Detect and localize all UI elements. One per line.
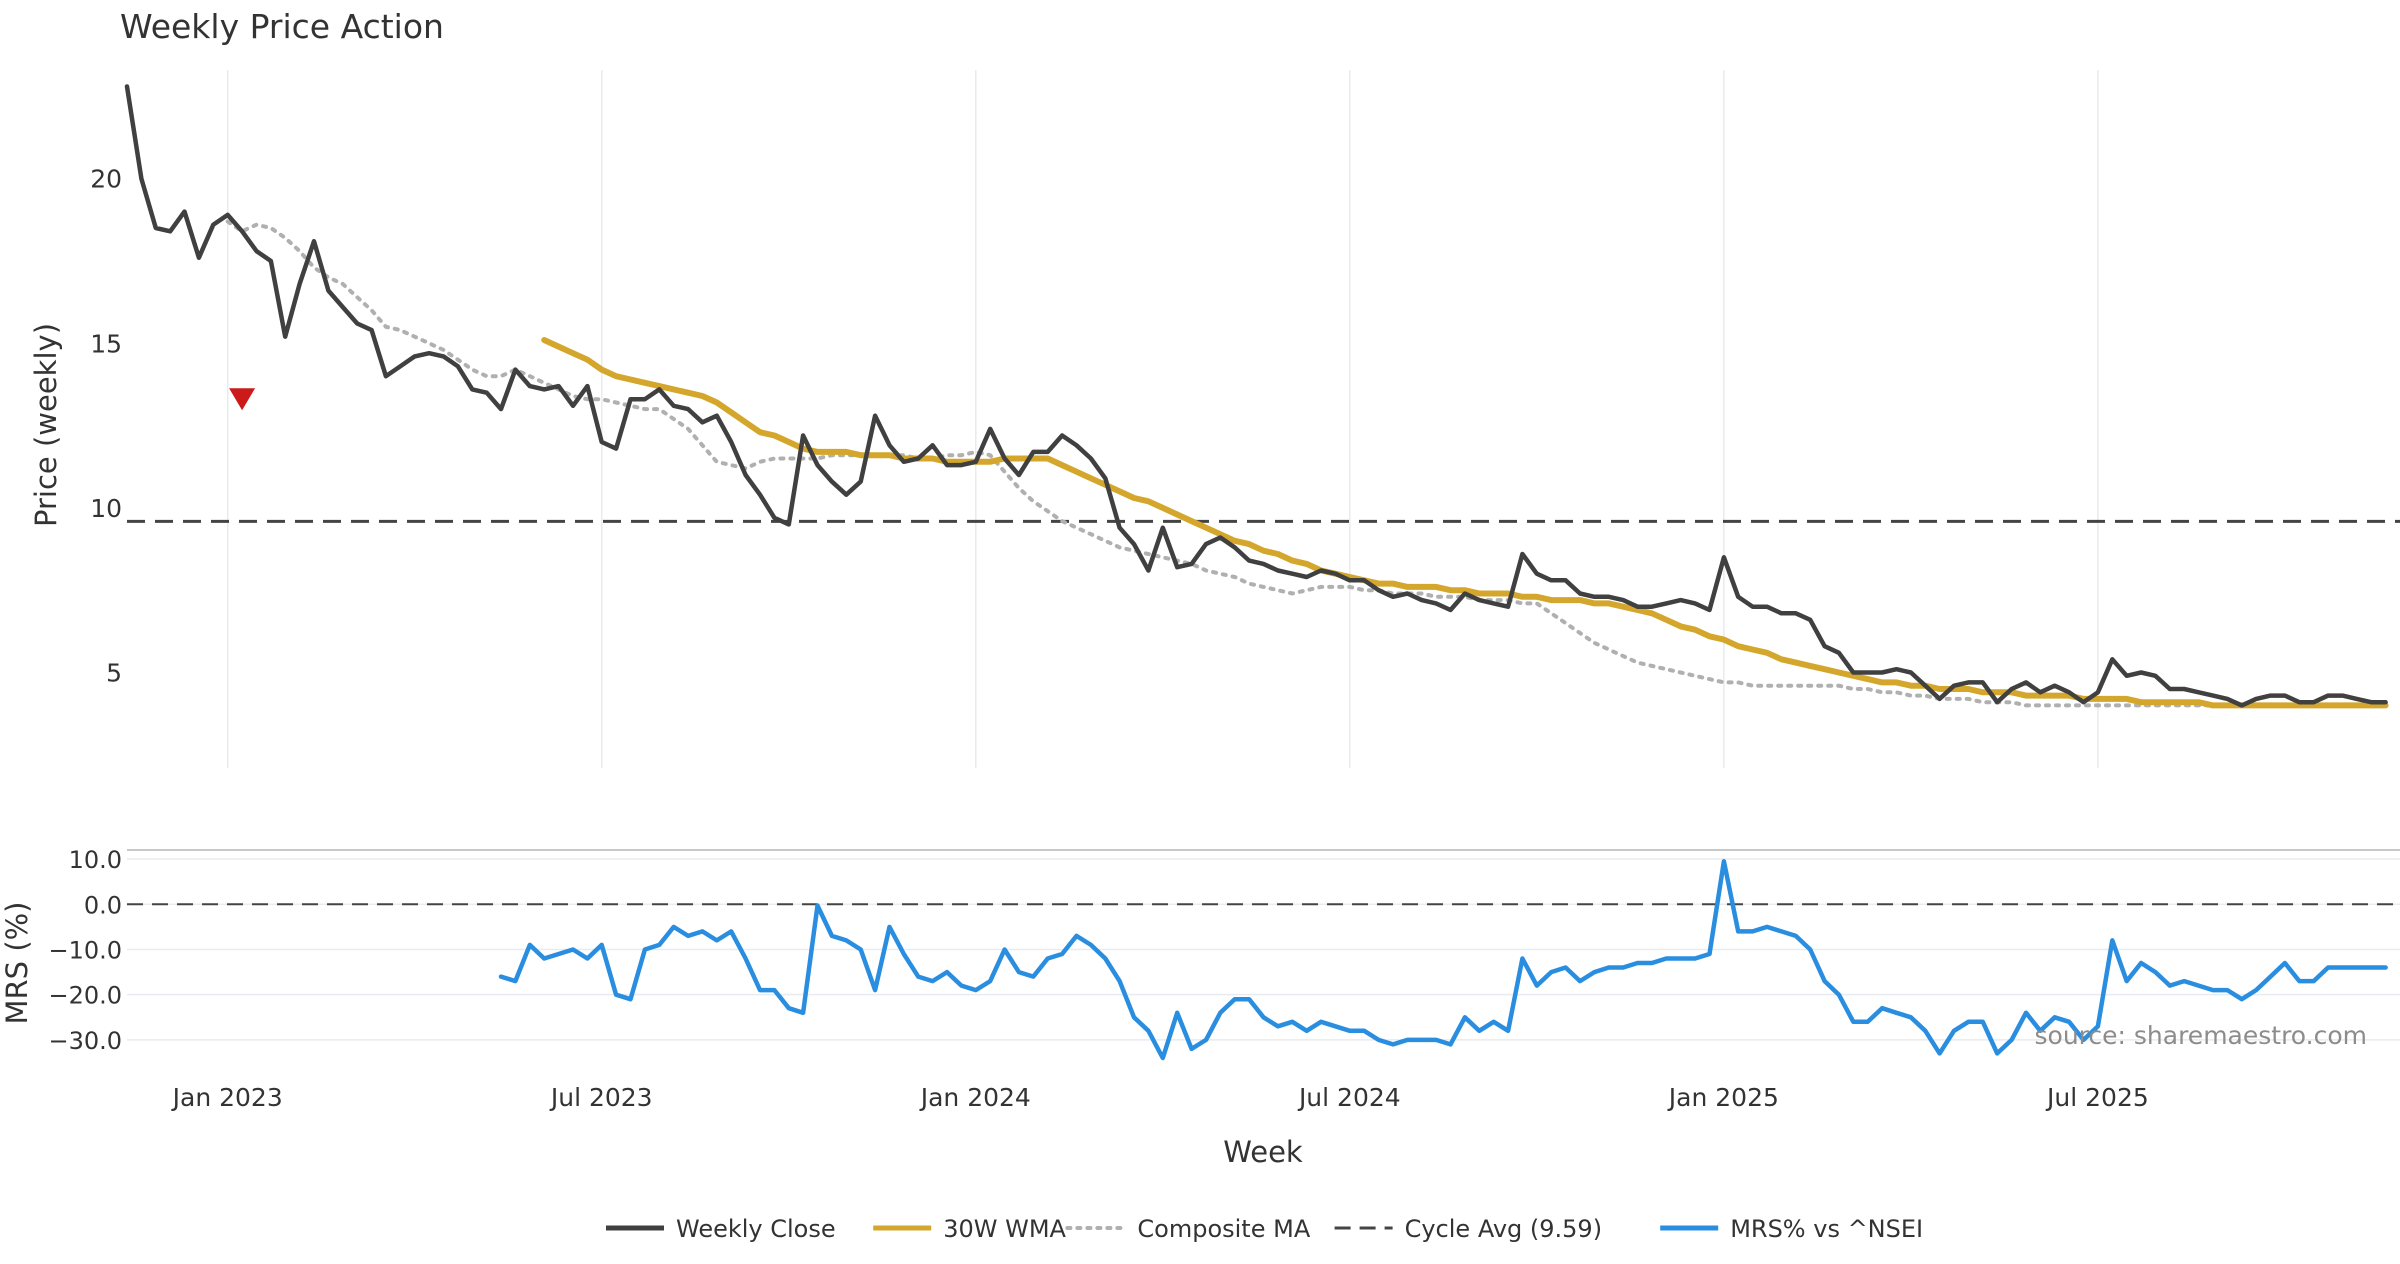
mrs-y-tick-label: −30.0 [48,1027,122,1055]
mrs-y-tick-label: 0.0 [84,891,122,919]
chart-title: Weekly Price Action [120,7,444,46]
source-note: source: sharemaestro.com [2035,1021,2368,1050]
x-tick-label: Jan 2024 [919,1083,1031,1112]
legend-item: MRS% vs ^NSEI [1660,1215,1923,1243]
legend-label: Composite MA [1137,1215,1310,1243]
legend: Weekly Close 30W WMA Composite MA Cycle Avg… [606,1215,1923,1243]
x-axis-label: Week [1223,1135,1303,1169]
legend-label: Weekly Close [676,1215,836,1243]
x-tick-label: Jan 2025 [1667,1083,1779,1112]
price-y-tick-label: 10 [90,494,122,523]
legend-label: MRS% vs ^NSEI [1730,1215,1923,1243]
legend-item: Composite MA [1065,1215,1311,1243]
wma-30w-line [541,337,2389,709]
mrs-y-axis-label: MRS (%) [0,902,34,1025]
legend-label: 30W WMA [943,1215,1066,1243]
x-tick-label: Jul 2025 [2045,1083,2149,1112]
weekly-close-line [124,84,2388,708]
mrs-y-tick-label: 10.0 [69,846,122,874]
x-axis-ticks: Jan 2023 Jul 2023 Jan 2024 Jul 2024 Jan 2025… [171,1083,2149,1112]
mrs-panel: 10.0 0.0 −10.0 −20.0 −30.0 [48,846,2400,1061]
sell-signal-marker [229,388,256,411]
legend-label: Cycle Avg (9.59) [1405,1215,1602,1243]
legend-item: 30W WMA [873,1215,1067,1243]
mrs-line [498,859,2388,1061]
legend-item: Cycle Avg (9.59) [1334,1215,1602,1243]
legend-item: Weekly Close [606,1215,836,1243]
price-y-axis-label: Price (weekly) [29,323,63,527]
grid-layer [127,70,2400,1041]
price-y-tick-label: 15 [90,329,122,358]
x-tick-label: Jul 2023 [549,1083,653,1112]
x-tick-label: Jan 2023 [171,1083,283,1112]
price-y-ticks: 5 10 15 20 [90,165,122,688]
price-y-tick-label: 5 [106,659,122,688]
mrs-y-tick-label: −20.0 [48,982,122,1010]
price-y-tick-label: 20 [90,165,122,194]
x-tick-label: Jul 2024 [1297,1083,1401,1112]
mrs-y-tick-label: −10.0 [48,936,122,964]
mrs-y-ticks: 10.0 0.0 −10.0 −20.0 −30.0 [48,846,122,1055]
composite-ma-line [225,219,2388,708]
price-panel: 5 10 15 20 [90,84,2400,709]
